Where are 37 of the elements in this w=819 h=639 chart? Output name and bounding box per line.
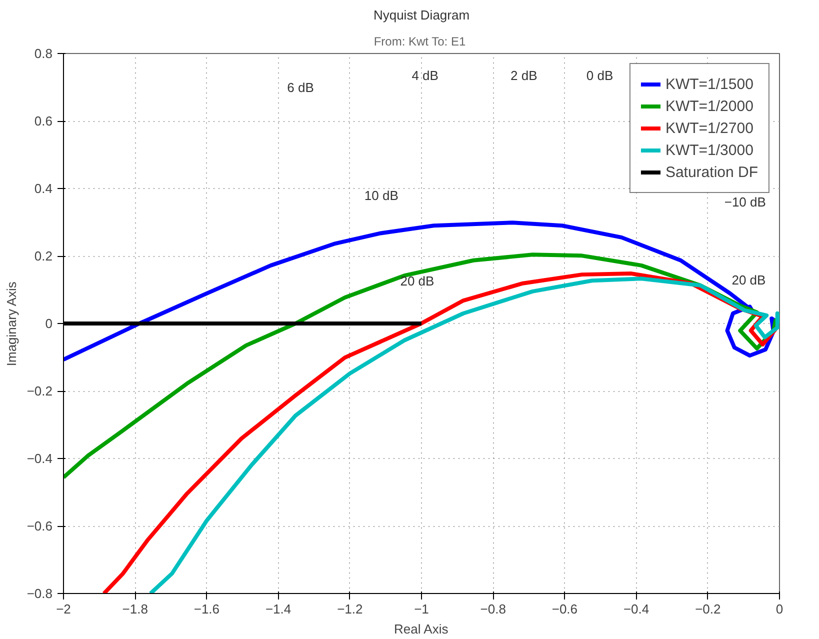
chart-subtitle: From: Kwt To: E1 <box>374 34 466 48</box>
x-tick-label: −2 <box>56 602 71 616</box>
annotation: 20 dB <box>400 273 434 288</box>
annotation: 20 dB <box>732 272 766 288</box>
y-tick-label: 0 <box>45 316 53 331</box>
x-tick-label: −0.8 <box>480 602 506 616</box>
x-tick-label: −0.4 <box>623 602 650 616</box>
annotation: 6 dB <box>287 80 314 95</box>
y-tick-label: 0.6 <box>34 114 53 128</box>
x-tick-label: −1.2 <box>337 602 363 616</box>
y-tick-label: 0.2 <box>34 248 53 264</box>
annotation: 10 dB <box>364 188 398 204</box>
legend-label: Saturation DF <box>665 164 758 180</box>
x-tick-label: −1 <box>414 602 429 616</box>
x-tick-label: −0.2 <box>695 602 721 616</box>
legend-label: KWT=1/1500 <box>665 76 754 92</box>
x-axis-title: Real Axis <box>394 622 449 636</box>
y-tick-label: −0.6 <box>26 518 53 534</box>
x-tick-label: −1.6 <box>194 602 220 616</box>
y-tick-label: −0.2 <box>26 384 53 398</box>
annotation: 0 dB <box>586 68 614 84</box>
y-axis-title: Imaginary Axis <box>4 281 19 366</box>
annotation: 2 dB <box>510 68 538 84</box>
x-tick-label: −1.8 <box>122 602 148 616</box>
y-tick-label: −0.4 <box>26 451 53 466</box>
y-tick-label: 0.8 <box>34 46 53 61</box>
x-tick-label: 0 <box>776 602 784 616</box>
annotation: −10 dB <box>724 194 766 210</box>
x-tick-label: −0.6 <box>552 602 578 616</box>
legend-label: KWT=1/3000 <box>665 142 754 158</box>
legend-label: KWT=1/2000 <box>665 98 754 114</box>
legend-label: KWT=1/2700 <box>665 120 754 136</box>
x-tick-label: −1.4 <box>265 602 292 616</box>
y-tick-label: −0.8 <box>26 586 53 601</box>
chart-title: Nyquist Diagram <box>373 8 470 22</box>
y-tick-label: 0.4 <box>34 181 53 196</box>
annotation: 4 dB <box>412 68 438 84</box>
